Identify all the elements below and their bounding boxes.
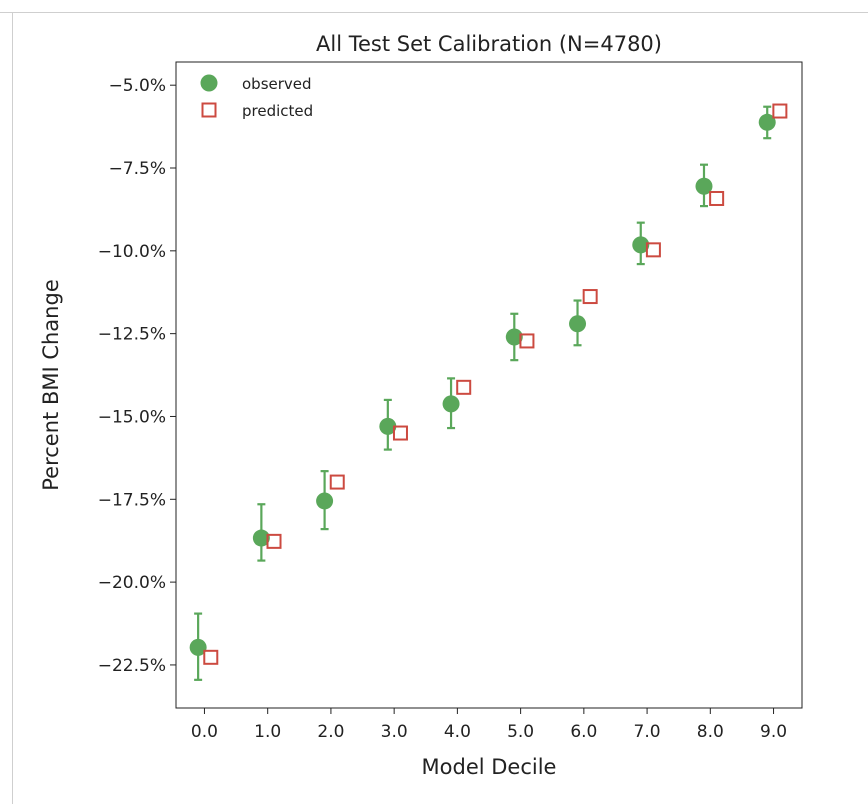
observed-point [695, 177, 713, 195]
observed-point [569, 315, 587, 333]
observed-point [632, 236, 650, 254]
predicted-point [519, 333, 535, 349]
x-tick-label: 6.0 [570, 722, 597, 742]
predicted-point [582, 289, 598, 305]
predicted-point [392, 425, 408, 441]
y-tick-label: −12.5% [98, 325, 166, 345]
chart-title: All Test Set Calibration (N=4780) [316, 32, 662, 56]
predicted-point [203, 649, 219, 665]
predicted-point [709, 190, 725, 206]
y-axis-label: Percent BMI Change [39, 279, 63, 491]
frame-left-border [12, 12, 13, 804]
legend-observed-label: observed [242, 75, 312, 93]
legend: observed predicted [200, 74, 313, 120]
predicted-point [329, 474, 345, 490]
plot-area [175, 61, 803, 709]
x-tick-label: 5.0 [507, 722, 534, 742]
x-tick-label: 7.0 [634, 722, 661, 742]
observed-point [758, 113, 776, 131]
y-tick-label: −15.0% [98, 407, 166, 427]
x-tick-label: 2.0 [317, 722, 344, 742]
frame-top-border [0, 12, 868, 13]
observed-point [505, 328, 523, 346]
predicted-point [456, 379, 472, 395]
y-axis-ticks: −22.5% −20.0% −17.5% −15.0% −12.5% −10.0% −7.5… [98, 76, 176, 676]
predicted-point [266, 533, 282, 549]
x-axis-ticks: 0.0 1.0 2.0 3.0 4.0 5.0 6.0 7.0 8.0 9.0 [191, 708, 787, 742]
observed-point [189, 638, 207, 656]
x-tick-label: 1.0 [254, 722, 281, 742]
x-tick-label: 0.0 [191, 722, 218, 742]
x-tick-label: 3.0 [381, 722, 408, 742]
observed-point [252, 529, 270, 547]
y-tick-label: −17.5% [98, 490, 166, 510]
x-tick-label: 4.0 [444, 722, 471, 742]
predicted-point [645, 242, 661, 258]
x-axis-label: Model Decile [422, 755, 557, 779]
x-tick-label: 9.0 [760, 722, 787, 742]
y-tick-label: −10.0% [98, 242, 166, 262]
y-tick-label: −7.5% [109, 159, 166, 179]
data-marks [189, 103, 788, 681]
legend-predicted-label: predicted [242, 102, 313, 120]
predicted-point [772, 103, 788, 119]
legend-predicted-marker [201, 102, 217, 118]
observed-point [442, 395, 460, 413]
legend-observed-marker [200, 74, 218, 92]
y-tick-label: −20.0% [98, 573, 166, 593]
y-tick-label: −22.5% [98, 656, 166, 676]
y-tick-label: −5.0% [109, 76, 166, 96]
x-tick-label: 8.0 [697, 722, 724, 742]
observed-point [316, 492, 334, 510]
observed-point [379, 417, 397, 435]
